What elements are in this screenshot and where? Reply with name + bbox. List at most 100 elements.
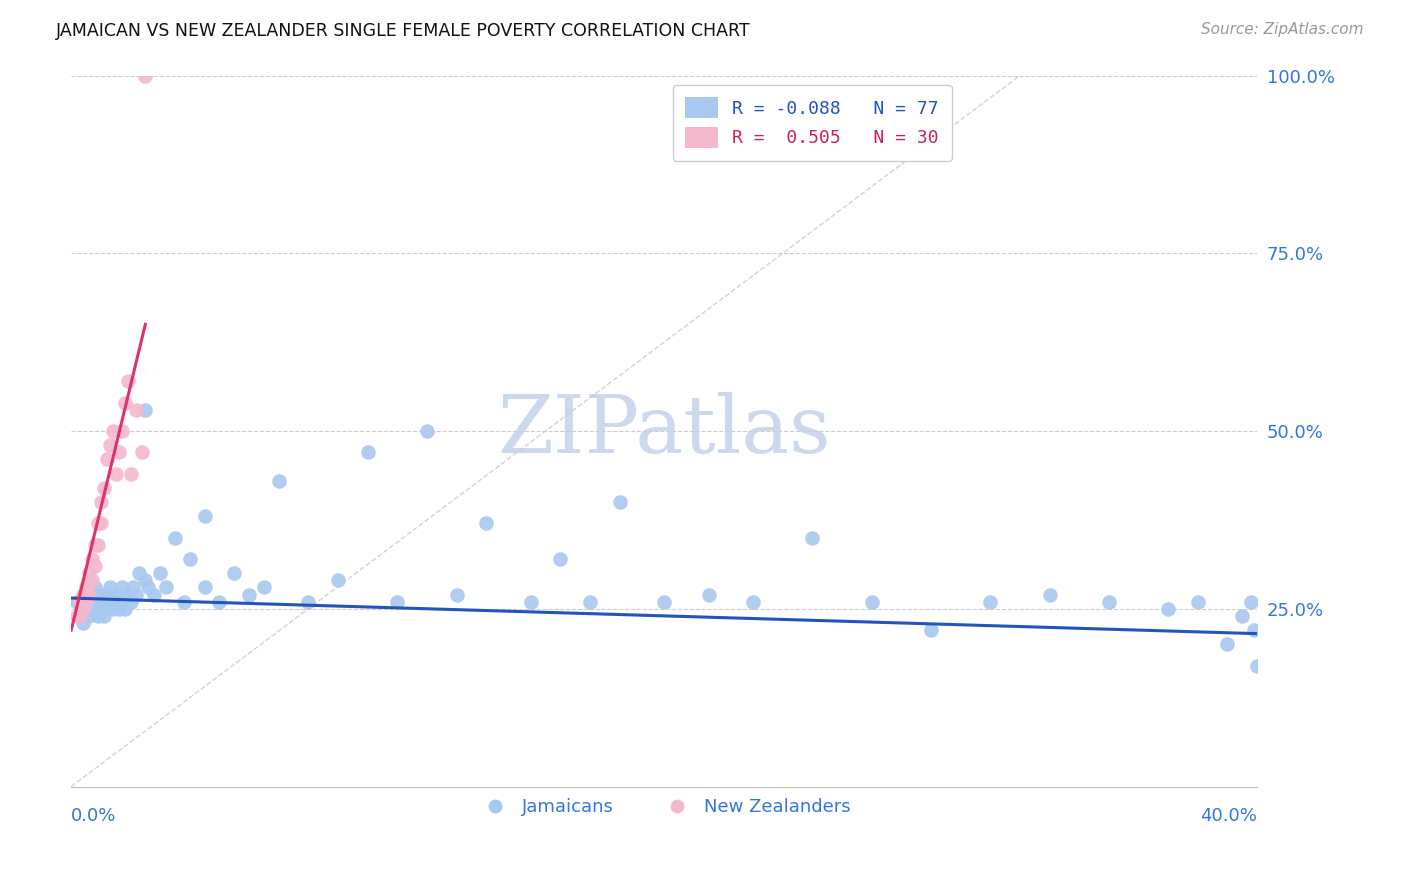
Point [416,424,439,438]
Point [84,594,107,608]
Point [238,588,260,602]
Point [117,374,139,388]
Point [84,538,107,552]
Point [93,481,115,495]
Point [93,608,115,623]
Point [72,615,94,630]
Point [72,588,94,602]
Point [1216,637,1239,651]
Point [125,402,148,417]
Point [326,574,349,588]
Legend: Jamaicans, New Zealanders: Jamaicans, New Zealanders [470,791,858,823]
Point [80,588,103,602]
Point [1232,608,1254,623]
Text: 40.0%: 40.0% [1201,806,1257,824]
Point [297,594,319,608]
Point [87,594,110,608]
Point [801,531,824,545]
Point [72,588,94,602]
Point [75,594,97,608]
Point [98,594,121,608]
Point [652,594,675,608]
Point [69,594,91,608]
Point [77,594,100,608]
Point [87,516,110,531]
Point [98,438,121,452]
Point [1243,623,1265,637]
Point [194,509,217,524]
Point [101,424,124,438]
Point [1098,594,1121,608]
Point [107,594,129,608]
Point [224,566,246,581]
Point [114,601,136,615]
Point [66,608,89,623]
Point [90,516,112,531]
Point [96,601,118,615]
Point [96,588,118,602]
Point [173,594,195,608]
Point [90,495,112,509]
Point [194,581,217,595]
Point [125,588,148,602]
Point [131,445,153,459]
Point [143,588,166,602]
Point [1038,588,1060,602]
Text: 0.0%: 0.0% [72,806,117,824]
Point [357,445,380,459]
Point [179,552,201,566]
Point [1246,658,1268,673]
Point [122,581,145,595]
Text: JAMAICAN VS NEW ZEALANDER SINGLE FEMALE POVERTY CORRELATION CHART: JAMAICAN VS NEW ZEALANDER SINGLE FEMALE … [56,22,751,40]
Point [104,588,127,602]
Point [267,474,290,488]
Point [90,601,112,615]
Point [579,594,602,608]
Point [90,588,112,602]
Point [111,424,134,438]
Point [80,601,103,615]
Point [96,452,118,467]
Point [120,594,142,608]
Point [920,623,942,637]
Point [446,588,468,602]
Point [120,467,142,481]
Point [77,588,100,602]
Point [134,574,156,588]
Point [149,566,172,581]
Point [69,608,91,623]
Point [98,581,121,595]
Point [107,445,129,459]
Point [111,581,134,595]
Point [80,552,103,566]
Point [1240,594,1263,608]
Point [128,566,150,581]
Point [107,601,129,615]
Point [69,608,91,623]
Point [550,552,572,566]
Point [475,516,498,531]
Point [84,581,107,595]
Point [134,402,156,417]
Point [134,69,156,83]
Point [80,574,103,588]
Point [208,594,231,608]
Point [72,601,94,615]
Text: ZIPatlas: ZIPatlas [498,392,831,470]
Point [75,601,97,615]
Point [93,594,115,608]
Text: Source: ZipAtlas.com: Source: ZipAtlas.com [1201,22,1364,37]
Point [77,566,100,581]
Point [117,588,139,602]
Point [87,538,110,552]
Point [75,581,97,595]
Point [979,594,1001,608]
Point [104,467,127,481]
Point [75,581,97,595]
Point [114,395,136,409]
Point [697,588,720,602]
Point [860,594,883,608]
Point [609,495,631,509]
Point [101,594,124,608]
Point [387,594,409,608]
